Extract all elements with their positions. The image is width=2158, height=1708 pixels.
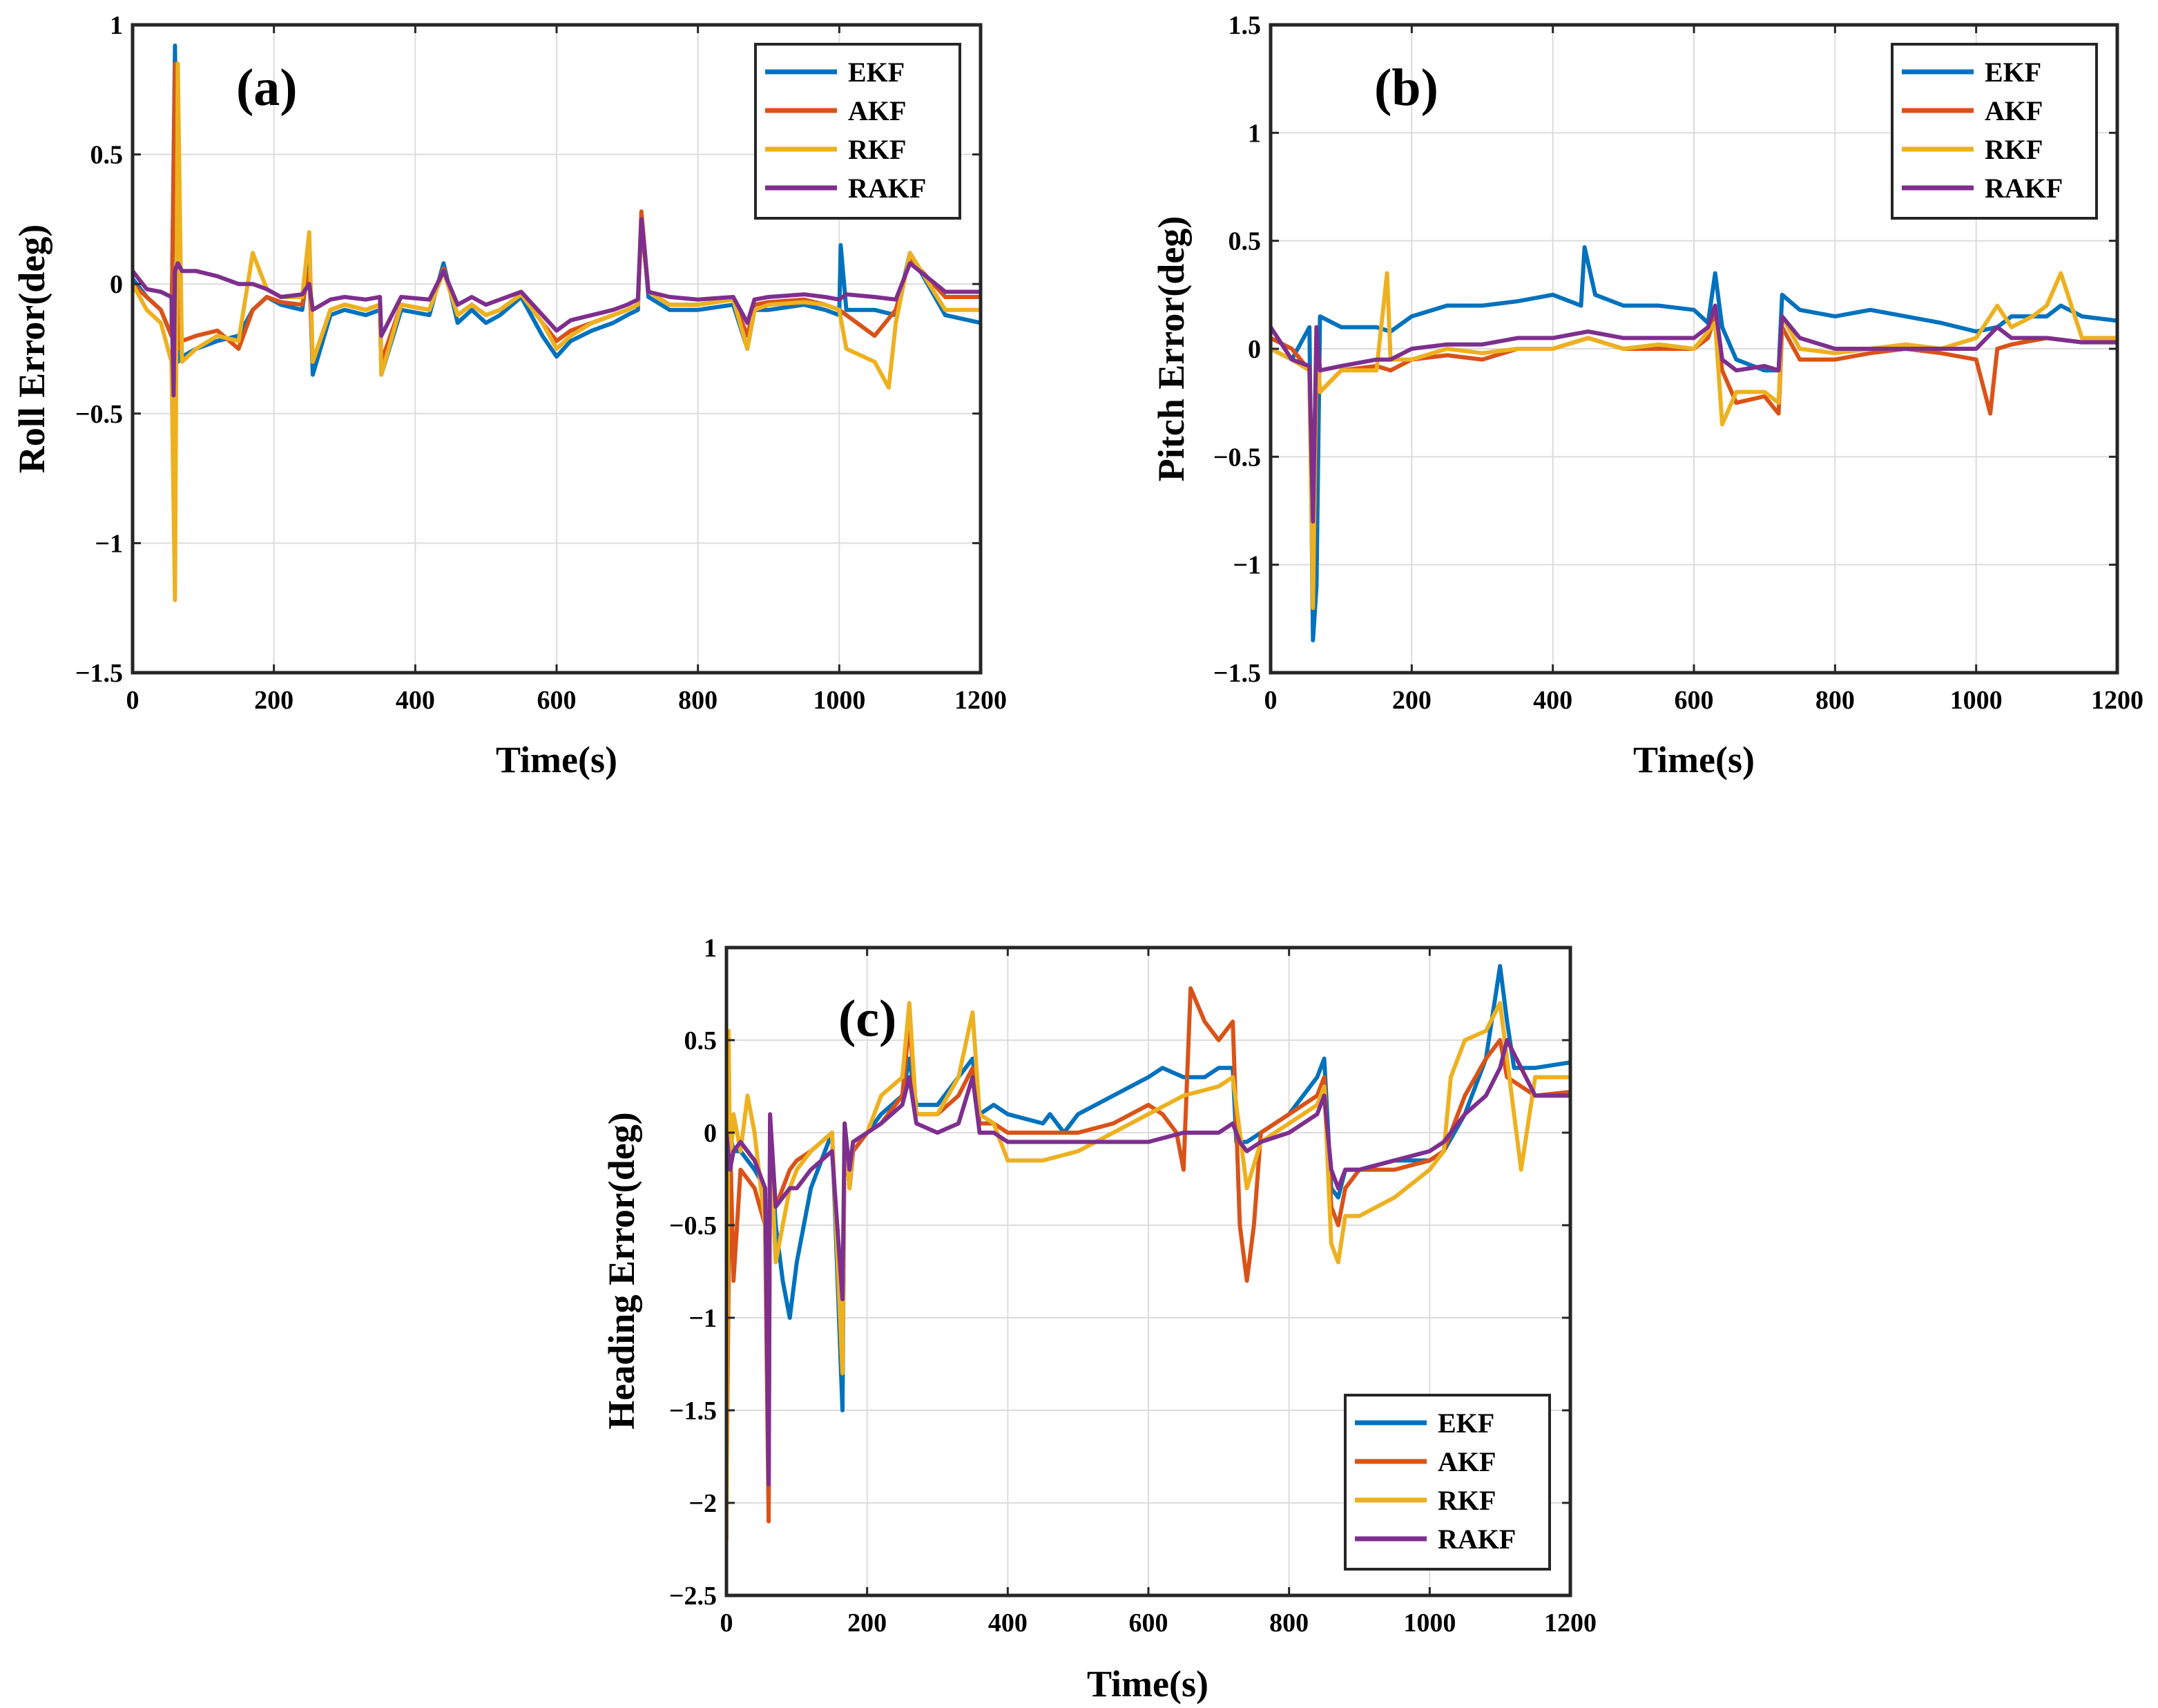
heading-y-tick-label: 0.5 xyxy=(684,1026,717,1055)
heading-legend-label-rakf: RAKF xyxy=(1438,1524,1516,1555)
heading-y-tick-label: 1 xyxy=(704,934,717,963)
roll-error-chart: 0 200 400 600 800 1000 1200 −1.5 −1 −0.5 0 0.5 1 (a)… xyxy=(11,11,1007,780)
heading-x-tick-label: 0 xyxy=(720,1609,733,1638)
pitch-ticks: 0 200 400 600 800 1000 1200 −1.5 −1 −0.5 0 0.5 1 1.5 xyxy=(1213,11,2143,715)
pitch-legend-label-akf: AKF xyxy=(1985,95,2043,126)
pitch-x-tick-label: 400 xyxy=(1533,686,1572,715)
roll-legend-label-rakf: RAKF xyxy=(848,173,926,204)
pitch-legend-label-ekf: EKF xyxy=(1985,57,2041,88)
roll-legend-label-akf: AKF xyxy=(848,95,906,126)
heading-y-tick-label: 0 xyxy=(704,1119,717,1148)
pitch-x-axis-title: Time(s) xyxy=(1633,739,1755,780)
heading-series-lines xyxy=(726,963,1570,1542)
pitch-y-tick-label: −1 xyxy=(1233,551,1261,580)
roll-series-rkf xyxy=(133,61,981,602)
pitch-panel-label: (b) xyxy=(1374,59,1438,117)
heading-grid xyxy=(726,948,1570,1595)
roll-x-tick-label: 1200 xyxy=(954,686,1007,715)
heading-y-tick-label: −1 xyxy=(688,1304,717,1333)
roll-x-tick-label: 200 xyxy=(254,686,293,715)
heading-panel-label: (c) xyxy=(838,990,896,1048)
heading-x-tick-label: 200 xyxy=(847,1609,887,1638)
roll-x-tick-label: 0 xyxy=(126,686,139,715)
pitch-series-ekf xyxy=(1271,245,2117,643)
heading-x-tick-label: 1200 xyxy=(1544,1609,1597,1638)
roll-y-tick-label: −1.5 xyxy=(75,659,123,688)
roll-series-lines xyxy=(133,44,981,602)
heading-series-akf xyxy=(726,986,1570,1524)
pitch-x-tick-label: 800 xyxy=(1815,686,1855,715)
roll-y-tick-label: 1 xyxy=(110,11,123,40)
pitch-legend-label-rkf: RKF xyxy=(1985,134,2043,165)
roll-y-axis-title: Roll Error(deg) xyxy=(11,224,52,473)
pitch-legend: EKF AKF RKF RAKF xyxy=(1891,43,2098,220)
pitch-series-rkf xyxy=(1271,271,2117,611)
roll-legend: EKF AKF RKF RAKF xyxy=(754,43,961,220)
pitch-x-tick-label: 600 xyxy=(1675,686,1714,715)
roll-x-tick-label: 400 xyxy=(396,686,435,715)
heading-x-axis-title: Time(s) xyxy=(1087,1663,1208,1705)
roll-x-tick-label: 800 xyxy=(678,686,717,715)
heading-x-tick-label: 400 xyxy=(988,1609,1028,1638)
roll-ticks: 0 200 400 600 800 1000 1200 −1.5 −1 −0.5 0 0.5 1 xyxy=(75,11,1007,715)
roll-y-tick-label: 0.5 xyxy=(90,141,124,170)
pitch-error-chart: 0 200 400 600 800 1000 1200−1.5−1−0.500.511.5 … xyxy=(1150,11,2143,780)
roll-series-rakf xyxy=(133,217,981,398)
roll-x-tick-label: 1000 xyxy=(813,686,865,715)
pitch-y-tick-label: 1 xyxy=(1248,119,1261,148)
heading-legend-label-rkf: RKF xyxy=(1438,1485,1496,1516)
heading-y-tick-label: −1.5 xyxy=(669,1397,717,1426)
roll-series-ekf xyxy=(133,44,981,377)
roll-y-tick-label: −1 xyxy=(95,529,123,558)
roll-x-tick-label: 600 xyxy=(537,686,577,715)
heading-error-chart: 0 200 400 600 800 1000 1200 −2.5 −2 −1.5 −1 −0.5 0 0.… xyxy=(601,934,1597,1705)
roll-panel-label: (a) xyxy=(236,59,298,117)
pitch-y-tick-label: −1.5 xyxy=(1213,659,1261,688)
pitch-y-axis-title: Pitch Error(deg) xyxy=(1150,216,1192,481)
heading-series-rakf xyxy=(726,1038,1570,1487)
roll-legend-label-ekf: EKF xyxy=(848,57,905,88)
heading-series-rkf xyxy=(726,1001,1570,1542)
pitch-series-lines xyxy=(1271,245,2117,643)
heading-y-axis-title: Heading Error(deg) xyxy=(601,1112,642,1429)
heading-y-tick-label: −0.5 xyxy=(669,1211,717,1240)
pitch-y-tick-label: 0 xyxy=(1248,335,1261,364)
pitch-series-rakf xyxy=(1271,303,2117,524)
heading-x-tick-label: 1000 xyxy=(1403,1609,1456,1638)
roll-y-tick-label: 0 xyxy=(110,270,123,299)
heading-x-tick-label: 600 xyxy=(1129,1609,1168,1638)
pitch-x-tick-label: 200 xyxy=(1392,686,1432,715)
heading-y-tick-label: −2.5 xyxy=(669,1582,717,1611)
heading-ticks: 0 200 400 600 800 1000 1200 −2.5 −2 −1.5 −1 −0.5 0 0.… xyxy=(669,934,1597,1638)
roll-legend-label-rkf: RKF xyxy=(848,134,906,165)
pitch-x-tick-label: 0 xyxy=(1264,686,1278,715)
pitch-y-tick-label: −0.5 xyxy=(1213,443,1261,472)
pitch-y-tick-label: 1.5 xyxy=(1229,11,1262,40)
heading-legend-label-ekf: EKF xyxy=(1438,1408,1494,1439)
roll-x-axis-title: Time(s) xyxy=(496,739,617,780)
pitch-legend-label-rakf: RAKF xyxy=(1985,173,2063,204)
pitch-y-tick-label: 0.5 xyxy=(1229,227,1262,256)
heading-legend-label-akf: AKF xyxy=(1438,1446,1496,1477)
pitch-x-tick-label: 1000 xyxy=(1950,686,2003,715)
heading-x-tick-label: 800 xyxy=(1269,1609,1309,1638)
heading-y-tick-label: −2 xyxy=(688,1489,717,1518)
roll-y-tick-label: −0.5 xyxy=(75,400,123,429)
heading-legend: EKF AKF RKF RAKF xyxy=(1344,1394,1551,1571)
pitch-x-tick-label: 1200 xyxy=(2091,686,2143,715)
